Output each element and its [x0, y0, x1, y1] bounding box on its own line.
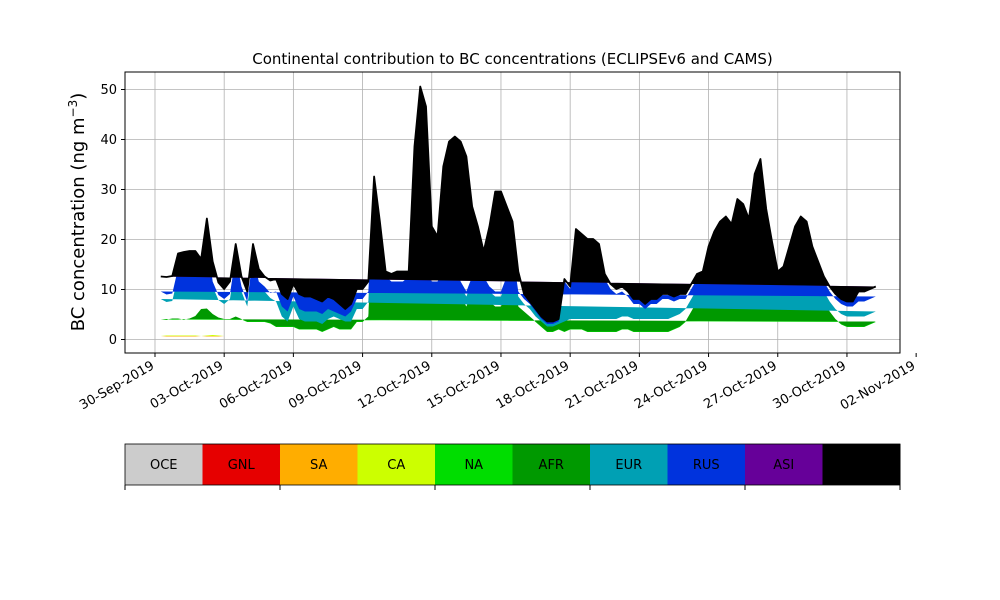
- y-axis-label-suffix: ): [68, 93, 89, 100]
- y-axis-label-main: BC concentration (ng m: [68, 117, 89, 331]
- y-axis-label-superscript: −3: [66, 100, 80, 118]
- x-tick-label: 30-Oct-2019: [771, 358, 849, 412]
- plot-border: [124, 71, 901, 354]
- x-tick-label: 09-Oct-2019: [286, 358, 364, 412]
- legend-swatch-afr: [512, 444, 591, 485]
- x-tick-label: 15-Oct-2019: [425, 358, 503, 412]
- y-tick-label: 30: [100, 183, 117, 198]
- y-tick-label: 50: [100, 83, 117, 98]
- legend-label-afr: AFR: [539, 458, 564, 473]
- legend-swatch-na: [435, 444, 513, 485]
- x-tick-label: 02-Nov-2019: [838, 358, 918, 413]
- legend-label-aus: AUS: [848, 458, 875, 473]
- legend-colorbar: OCE GNL SA CA NA AFR EUR RUS ASI AUS: [124, 443, 901, 490]
- y-axis-label: BC concentration (ng m−3): [66, 93, 89, 332]
- legend-label-oce: OCE: [150, 458, 178, 473]
- y-tick-label: 40: [100, 133, 117, 148]
- x-tick-label: 27-Oct-2019: [701, 358, 779, 412]
- area-series-rus: [160, 169, 876, 324]
- legend-label-ca: CA: [387, 458, 405, 473]
- legend-swatch-ca: [357, 444, 436, 485]
- legend-swatch-eur: [590, 444, 668, 485]
- legend-label-eur: EUR: [615, 458, 642, 473]
- plot-area: [124, 71, 901, 354]
- x-tick-label: 12-Oct-2019: [355, 358, 433, 412]
- x-tick-label: 30-Sep-2019: [77, 358, 157, 413]
- legend-swatch-asi: [745, 444, 823, 485]
- legend-label-na: NA: [464, 458, 483, 473]
- legend-swatch-oce: [125, 444, 203, 485]
- x-tick-label: 24-Oct-2019: [632, 358, 710, 412]
- legend-swatch-aus: [822, 444, 901, 485]
- legend-swatch-sa: [280, 444, 358, 485]
- x-tick-label: 06-Oct-2019: [217, 358, 295, 412]
- y-tick-label: 0: [109, 333, 117, 348]
- legend-label-asi: ASI: [773, 458, 794, 473]
- y-axis: 0 10 20 30 40 50: [100, 83, 125, 348]
- total-line: [160, 85, 877, 323]
- legend-label-rus: RUS: [693, 458, 720, 473]
- x-tick-label: 18-Oct-2019: [494, 358, 572, 412]
- legend-swatch-gnl: [202, 444, 281, 485]
- legend-label-gnl: GNL: [228, 458, 256, 473]
- total-concentration-line: [160, 85, 877, 323]
- y-tick-label: 20: [100, 233, 117, 248]
- y-tick-label: 10: [100, 283, 117, 298]
- legend-frame: [124, 443, 901, 486]
- x-axis: 30-Sep-201903-Oct-201906-Oct-201909-Oct-…: [77, 353, 918, 413]
- chart-title: Continental contribution to BC concentra…: [252, 50, 773, 68]
- x-tick-label: 21-Oct-2019: [563, 358, 641, 412]
- x-tick-label: 03-Oct-2019: [148, 358, 226, 412]
- legend-label-sa: SA: [310, 458, 327, 473]
- legend-swatch-rus: [667, 444, 746, 485]
